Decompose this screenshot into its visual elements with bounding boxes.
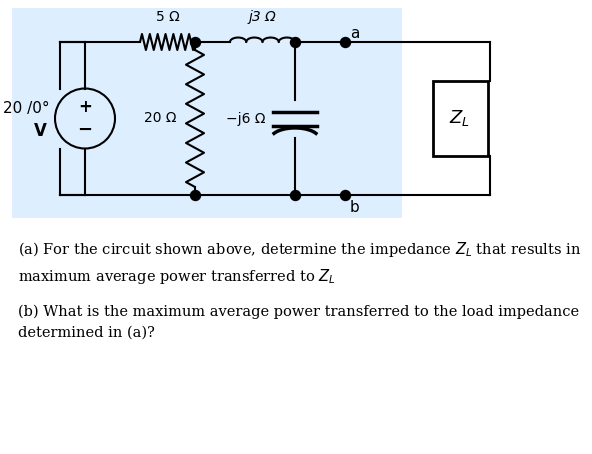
Text: −j6 Ω: −j6 Ω (226, 112, 265, 125)
Text: 5 Ω: 5 Ω (156, 10, 179, 24)
Text: a: a (350, 26, 359, 41)
Text: b: b (350, 199, 360, 214)
Text: (b) What is the maximum average power transferred to the load impedance
determin: (b) What is the maximum average power tr… (18, 305, 579, 340)
Bar (12, 8, 402, 218)
Text: j3 Ω: j3 Ω (249, 10, 276, 24)
Text: (a) For the circuit shown above, determine the impedance $Z_L$ that results in
m: (a) For the circuit shown above, determi… (18, 240, 581, 286)
Text: V: V (34, 122, 47, 139)
Text: 20 Ω: 20 Ω (144, 112, 177, 125)
Text: +: + (78, 98, 92, 116)
Text: $Z_L$: $Z_L$ (449, 109, 471, 128)
Bar (433, 81, 487, 156)
Text: −: − (78, 121, 92, 139)
Text: 20 /0°: 20 /0° (4, 101, 50, 116)
